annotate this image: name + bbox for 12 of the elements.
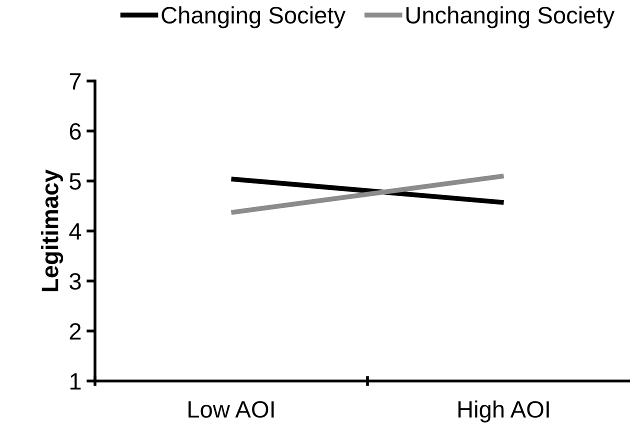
y-tick-label: 1 <box>70 373 81 390</box>
y-tick-label: 4 <box>69 223 82 240</box>
y-tick-label: 5 <box>70 173 81 190</box>
x-tick-label: Low AOI <box>188 401 274 418</box>
y-tick-label: 6 <box>70 123 81 140</box>
legend-label: Unchanging Society <box>406 6 615 28</box>
legend-label: Changing Society <box>162 6 346 28</box>
y-tick-label: 7 <box>70 73 81 90</box>
x-tick-label: High AOI <box>458 400 549 422</box>
y-axis-title: Legitimacy <box>41 169 64 292</box>
y-tick-label: 2 <box>70 323 81 340</box>
y-tick-label: 3 <box>70 273 81 290</box>
